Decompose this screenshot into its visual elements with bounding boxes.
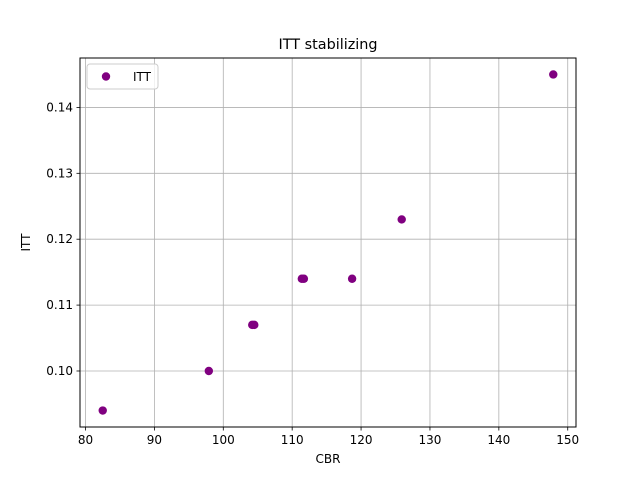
legend-marker <box>101 72 111 81</box>
data-point <box>397 215 406 224</box>
data-point <box>347 274 357 283</box>
data-point <box>250 320 259 330</box>
y-axis-ticks: 0.10 0.11 0.12 0.13 0.14 <box>46 100 80 378</box>
legend-label: ITT <box>133 70 152 84</box>
data-point <box>204 366 214 376</box>
grid-lines <box>80 58 576 427</box>
data-point <box>299 274 309 283</box>
legend-box <box>86 63 159 90</box>
x-axis-ticks: 80 90 100 110 120 130 140 150 <box>78 427 579 447</box>
y-tick-label: 0.10 <box>46 364 73 378</box>
plot-frame <box>79 57 577 428</box>
legend: ITT <box>86 63 159 90</box>
x-axis-label: CBR <box>316 452 341 466</box>
x-tick-label: 110 <box>281 433 304 447</box>
data-points <box>98 70 558 415</box>
x-tick-label: 130 <box>419 433 442 447</box>
y-tick-label: 0.14 <box>46 100 73 114</box>
y-tick-label: 0.11 <box>46 298 73 312</box>
x-tick-label: 80 <box>78 433 93 447</box>
x-tick-label: 150 <box>556 433 579 447</box>
chart-title: ITT stabilizing <box>278 37 377 53</box>
x-tick-label: 90 <box>147 433 162 447</box>
data-point <box>549 70 558 79</box>
y-axis-label: ITT <box>19 233 33 252</box>
x-tick-label: 100 <box>212 433 235 447</box>
y-tick-label: 0.13 <box>46 166 73 180</box>
x-tick-label: 140 <box>487 433 510 447</box>
data-point <box>98 406 107 415</box>
x-tick-label: 120 <box>350 433 373 447</box>
y-tick-label: 0.12 <box>46 232 73 246</box>
